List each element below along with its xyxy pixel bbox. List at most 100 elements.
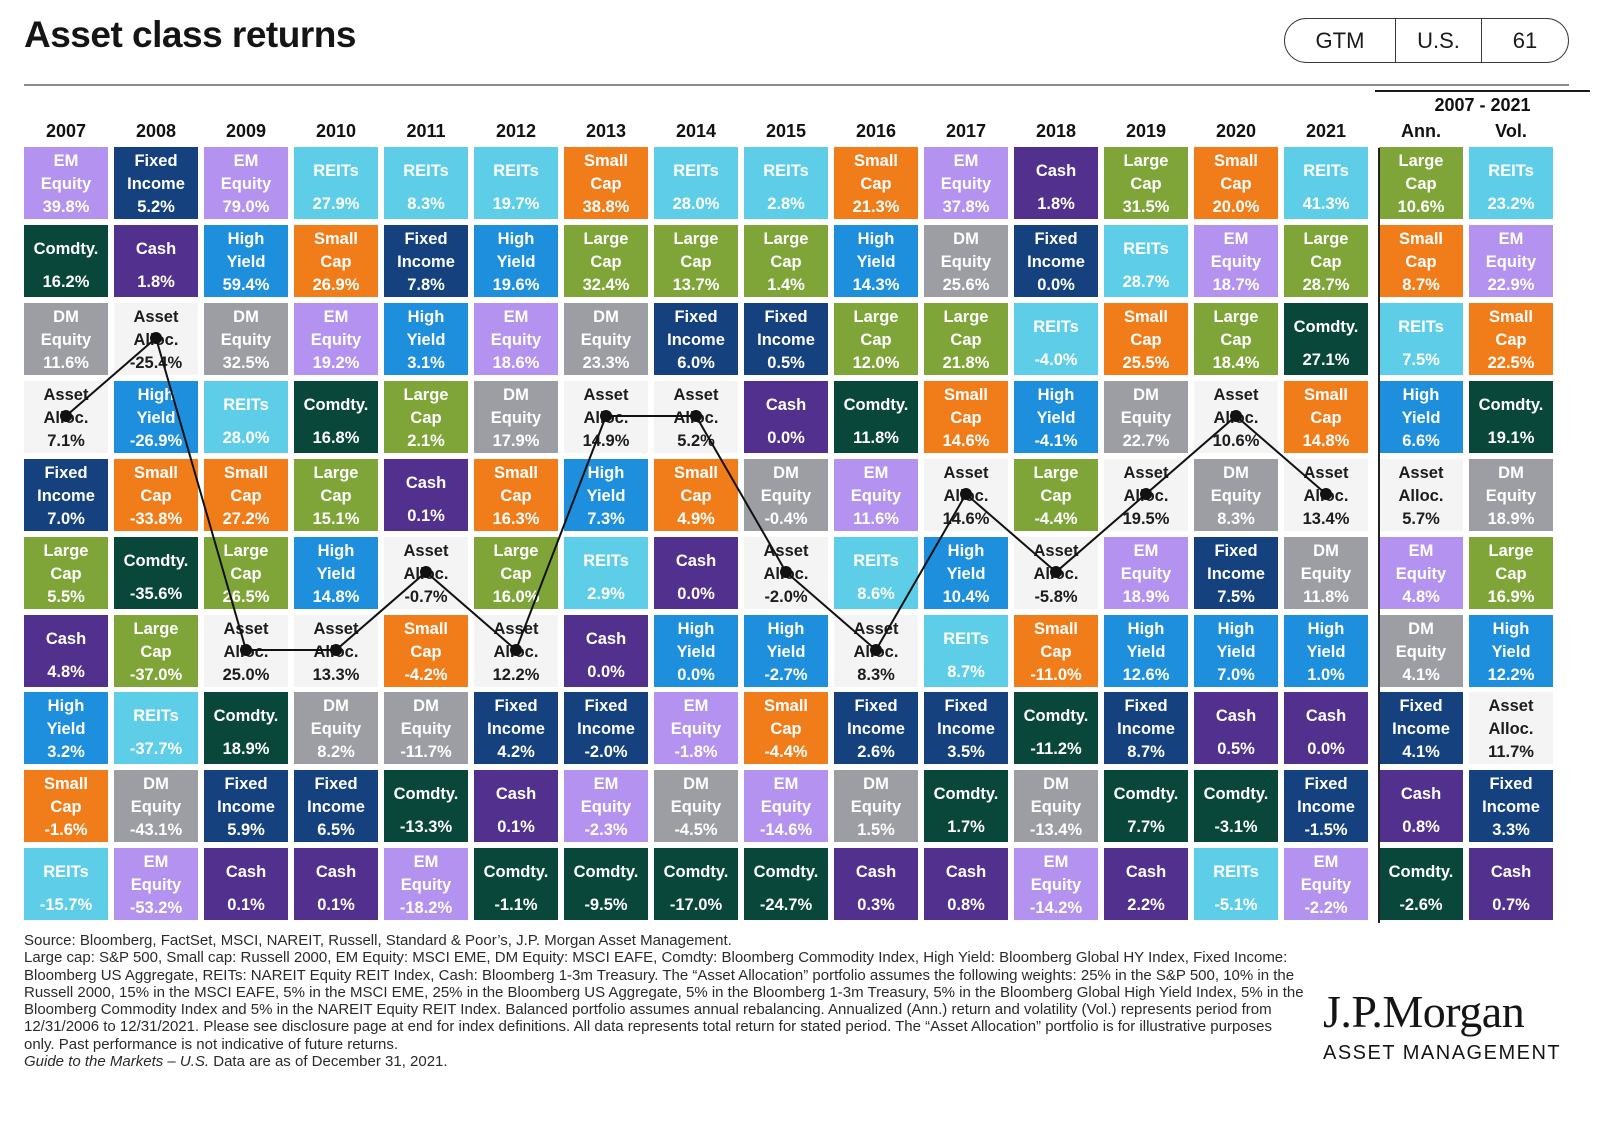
cell-asset-name-part: Small bbox=[1123, 308, 1169, 326]
cell-2018-comdty: Comdty. -11.2% bbox=[1014, 692, 1098, 764]
cell-asset-name: Comdty. bbox=[664, 851, 729, 894]
cell-asset-name: Small Cap bbox=[44, 773, 88, 819]
cell-2008-high-yield: High Yield -26.9% bbox=[114, 381, 198, 453]
cell-ann-comdty: Comdty. -2.6% bbox=[1379, 848, 1463, 920]
summary-range-header: 2007 - 2021 bbox=[1434, 95, 1531, 115]
cell-asset-name: REITs bbox=[1303, 150, 1349, 193]
cell-2015-large-cap: Large Cap 1.4% bbox=[744, 225, 828, 297]
cell-asset-name-part: Yield bbox=[316, 565, 356, 583]
cell-asset-name: High Yield bbox=[137, 384, 176, 430]
cell-asset-name: Cash bbox=[856, 851, 896, 894]
cell-asset-name: High Yield bbox=[497, 228, 536, 274]
cell-asset-name-part: REITs bbox=[43, 863, 89, 881]
cell-asset-name: High Yield bbox=[677, 618, 716, 664]
cell-asset-name-part: EM bbox=[233, 152, 259, 170]
cell-asset-name-part: Cap bbox=[770, 253, 802, 271]
cell-return-value: 11.6% bbox=[43, 354, 89, 372]
cell-asset-name-part: REITs bbox=[1398, 318, 1444, 336]
cell-2011-reits: REITs 8.3% bbox=[384, 147, 468, 219]
cell-asset-name: Comdty. bbox=[124, 540, 189, 583]
cell-return-value: 5.9% bbox=[227, 821, 265, 839]
cell-asset-name: REITs bbox=[133, 695, 179, 738]
cell-return-value: 32.5% bbox=[222, 354, 270, 372]
cell-asset-name: High Yield bbox=[1037, 384, 1076, 430]
cell-asset-name-part: DM bbox=[1313, 542, 1339, 560]
cell-asset-name: Large Cap bbox=[764, 228, 809, 274]
column-header-2014: 2014 bbox=[675, 121, 717, 141]
cell-asset-name-part: Asset bbox=[1033, 542, 1079, 560]
cell-return-value: 12.2% bbox=[1487, 666, 1535, 684]
cell-asset-name-part: Fixed bbox=[584, 697, 628, 715]
cell-asset-name-part: REITs bbox=[493, 162, 539, 180]
cell-asset-name-part: Asset bbox=[493, 620, 539, 638]
cell-asset-name: REITs bbox=[493, 150, 539, 193]
cell-return-value: 14.6% bbox=[942, 510, 990, 528]
cell-asset-name: Large Cap bbox=[584, 228, 629, 274]
cell-asset-name-part: Cash bbox=[225, 863, 267, 881]
cell-asset-name-part: Cap bbox=[230, 565, 262, 583]
cell-return-value: 6.0% bbox=[677, 354, 715, 372]
cell-vol-fixed-income: Fixed Income 3.3% bbox=[1469, 770, 1553, 842]
cell-2012-comdty: Comdty. -1.1% bbox=[474, 848, 558, 920]
cell-2011-small-cap: Small Cap -4.2% bbox=[384, 615, 468, 687]
cell-asset-name-part: Cap bbox=[1130, 331, 1162, 349]
cell-return-value: 39.8% bbox=[42, 198, 90, 216]
cell-asset-name-part: Equity bbox=[40, 175, 92, 193]
cell-2015-cash: Cash 0.0% bbox=[744, 381, 828, 453]
cell-asset-name: DM Equity bbox=[1211, 462, 1261, 508]
cell-return-value: -1.6% bbox=[44, 821, 88, 839]
cell-return-value: 6.5% bbox=[317, 821, 355, 839]
cell-asset-name: Large Cap bbox=[314, 462, 359, 508]
cell-2010-large-cap: Large Cap 15.1% bbox=[294, 459, 378, 531]
cell-asset-name: Small Cap bbox=[1034, 618, 1078, 664]
cell-2020-reits: REITs -5.1% bbox=[1194, 848, 1278, 920]
cell-asset-name: High Yield bbox=[317, 540, 356, 586]
cell-asset-name: Fixed Income bbox=[37, 462, 95, 508]
cell-asset-name-part: Income bbox=[1392, 720, 1450, 738]
cell-asset-name-part: Yield bbox=[496, 253, 536, 271]
cell-asset-name: REITs bbox=[673, 150, 719, 193]
cell-return-value: 16.2% bbox=[42, 273, 90, 291]
cell-asset-name-part: Cash bbox=[45, 630, 87, 648]
cell-return-value: 11.6% bbox=[853, 510, 899, 528]
cell-asset-name: Large Cap bbox=[854, 306, 899, 352]
cell-asset-name-part: Comdty. bbox=[1023, 707, 1089, 725]
cell-asset-name-part: Equity bbox=[670, 798, 722, 816]
cell-asset-name-part: Comdty. bbox=[303, 396, 369, 414]
cell-asset-name-part: Comdty. bbox=[393, 785, 459, 803]
cell-return-value: -53.2% bbox=[129, 899, 183, 917]
cell-asset-name-part: Cash bbox=[675, 552, 717, 570]
cell-asset-name-part: EM bbox=[1223, 230, 1249, 248]
cell-asset-name-part: Income bbox=[1117, 720, 1175, 738]
cell-return-value: 8.7% bbox=[1402, 276, 1440, 294]
cell-asset-name-part: Cap bbox=[1495, 565, 1527, 583]
cell-asset-name-part: Alloc. bbox=[1123, 487, 1169, 505]
cell-2017-high-yield: High Yield 10.4% bbox=[924, 537, 1008, 609]
cell-return-value: 28.7% bbox=[1122, 273, 1170, 291]
cell-asset-name-part: High bbox=[947, 542, 985, 560]
cell-return-value: 1.0% bbox=[1307, 666, 1345, 684]
cell-return-value: 1.8% bbox=[1037, 195, 1075, 213]
cell-return-value: 41.3% bbox=[1302, 195, 1350, 213]
column-header-vol: Vol. bbox=[1495, 121, 1527, 141]
cell-asset-name-part: Yield bbox=[1036, 409, 1076, 427]
cell-return-value: 25.6% bbox=[942, 276, 990, 294]
cell-vol-comdty: Comdty. 19.1% bbox=[1469, 381, 1553, 453]
cell-return-value: 1.4% bbox=[767, 276, 805, 294]
cell-return-value: 0.5% bbox=[767, 354, 805, 372]
cell-asset-name-part: Asset bbox=[223, 620, 269, 638]
cell-asset-name-part: Equity bbox=[130, 798, 182, 816]
cell-2011-comdty: Comdty. -13.3% bbox=[384, 770, 468, 842]
cell-asset-name-part: Fixed bbox=[314, 775, 358, 793]
cell-asset-name-part: Cap bbox=[320, 487, 352, 505]
cell-asset-name-part: Equity bbox=[670, 720, 722, 738]
cell-return-value: 5.7% bbox=[1402, 510, 1440, 528]
cell-asset-name-part: Equity bbox=[1485, 253, 1537, 271]
cell-return-value: 25.5% bbox=[1122, 354, 1170, 372]
cell-return-value: 2.9% bbox=[587, 585, 625, 603]
cell-asset-name: Fixed Income bbox=[847, 695, 905, 741]
cell-asset-name-part: Small bbox=[1488, 308, 1534, 326]
cell-asset-name-part: Asset bbox=[1213, 386, 1259, 404]
cell-return-value: 3.3% bbox=[1492, 821, 1530, 839]
cell-asset-name-part: Small bbox=[223, 464, 269, 482]
